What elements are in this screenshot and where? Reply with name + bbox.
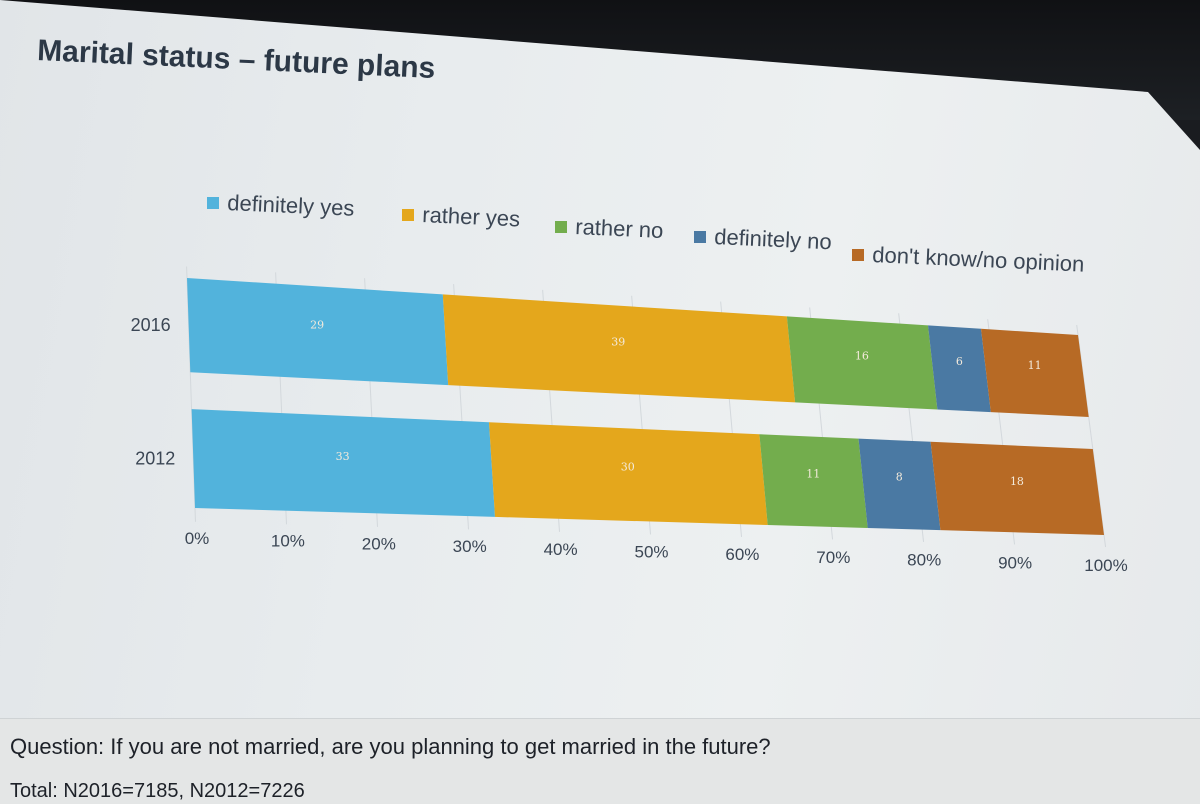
data-label: 30 xyxy=(621,461,635,474)
data-label: 11 xyxy=(806,467,820,480)
x-tick-label: 90% xyxy=(998,553,1032,572)
x-tick-label: 80% xyxy=(907,551,941,570)
legend-label: definitely no xyxy=(714,224,832,254)
legend-swatch xyxy=(694,231,706,243)
x-tick-label: 60% xyxy=(725,545,759,564)
category-label: 2016 xyxy=(131,315,171,335)
sample-size-text: Total: N2016=7185, N2012=7226 xyxy=(10,780,305,802)
bar-segment xyxy=(191,409,495,517)
gridline xyxy=(186,266,196,522)
data-label: 8 xyxy=(896,471,903,484)
legend-swatch xyxy=(207,197,219,209)
x-tick-label: 70% xyxy=(816,548,850,567)
bar-segment xyxy=(858,438,941,531)
bar-segment xyxy=(489,422,768,525)
data-label: 29 xyxy=(310,318,324,331)
data-label: 6 xyxy=(956,355,963,368)
x-tick-label: 10% xyxy=(271,532,305,551)
bar-segment xyxy=(928,325,991,413)
bar-segment xyxy=(930,441,1104,535)
legend-label: rather no xyxy=(575,214,664,243)
x-tick-label: 40% xyxy=(544,540,578,559)
data-label: 33 xyxy=(336,450,350,463)
bar-segment xyxy=(187,278,449,386)
data-label: 16 xyxy=(855,349,869,362)
question-text: Question: If you are not married, are yo… xyxy=(10,734,771,759)
data-label: 39 xyxy=(611,336,625,349)
bar-segment xyxy=(786,316,938,410)
x-tick-label: 0% xyxy=(185,529,210,548)
legend-label: rather yes xyxy=(422,202,521,231)
x-tick-label: 50% xyxy=(634,543,668,562)
footer-band xyxy=(0,718,1200,804)
bar-segment xyxy=(981,328,1089,417)
data-label: 11 xyxy=(1028,359,1042,372)
bar-segment xyxy=(759,434,868,528)
x-tick-label: 20% xyxy=(362,534,396,553)
x-tick-label: 30% xyxy=(453,537,487,556)
category-label: 2012 xyxy=(135,449,175,469)
legend-label: don't know/no opinion xyxy=(872,242,1085,277)
data-label: 18 xyxy=(1010,475,1024,488)
legend-label: definitely yes xyxy=(227,190,355,221)
legend-swatch xyxy=(402,209,414,221)
bar-segment xyxy=(442,294,796,403)
x-tick-label: 100% xyxy=(1084,556,1127,575)
legend-swatch xyxy=(555,221,567,233)
legend-swatch xyxy=(852,249,864,261)
